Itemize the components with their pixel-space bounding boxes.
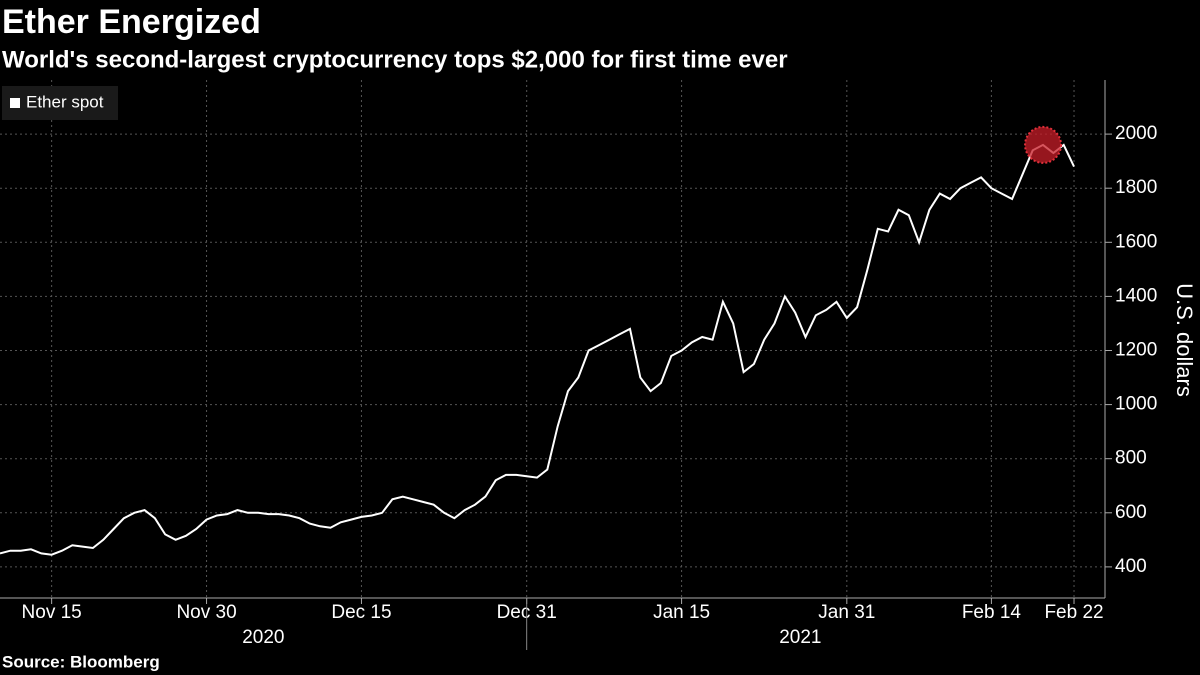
y-tick-label: 400: [1115, 556, 1147, 577]
year-label: 2021: [779, 627, 821, 648]
y-tick-label: 1000: [1115, 394, 1157, 415]
peak-highlight: [1024, 125, 1063, 164]
x-tick-label: Dec 15: [331, 602, 391, 623]
y-tick-label: 800: [1115, 448, 1147, 469]
x-tick-label: Feb 22: [1044, 602, 1103, 623]
y-tick-label: 1600: [1115, 231, 1157, 252]
x-tick-label: Feb 14: [962, 602, 1022, 623]
y-tick-label: 1800: [1115, 177, 1157, 198]
line-series: [0, 143, 1075, 556]
x-tick-label: Nov 30: [176, 602, 236, 623]
source: Source: Bloomberg: [2, 652, 160, 671]
y-tick-label: 600: [1115, 502, 1147, 523]
legend-box: [2, 86, 118, 120]
chart-title: Ether Energized: [2, 3, 261, 41]
y-tick-label: 1400: [1115, 285, 1157, 306]
y-axis-label: U.S. dollars: [1172, 283, 1197, 397]
year-label: 2020: [242, 627, 284, 648]
chart-subtitle: World's second-largest cryptocurrency to…: [2, 46, 788, 73]
legend-label: Ether spot: [26, 92, 104, 111]
legend-swatch: [10, 98, 20, 108]
x-tick-label: Nov 15: [22, 602, 82, 623]
x-tick-label: Jan 15: [653, 602, 710, 623]
x-tick-label: Jan 31: [818, 602, 875, 623]
y-tick-label: 2000: [1115, 123, 1157, 144]
y-tick-label: 1200: [1115, 340, 1157, 361]
legend: Ether spot: [2, 86, 118, 120]
